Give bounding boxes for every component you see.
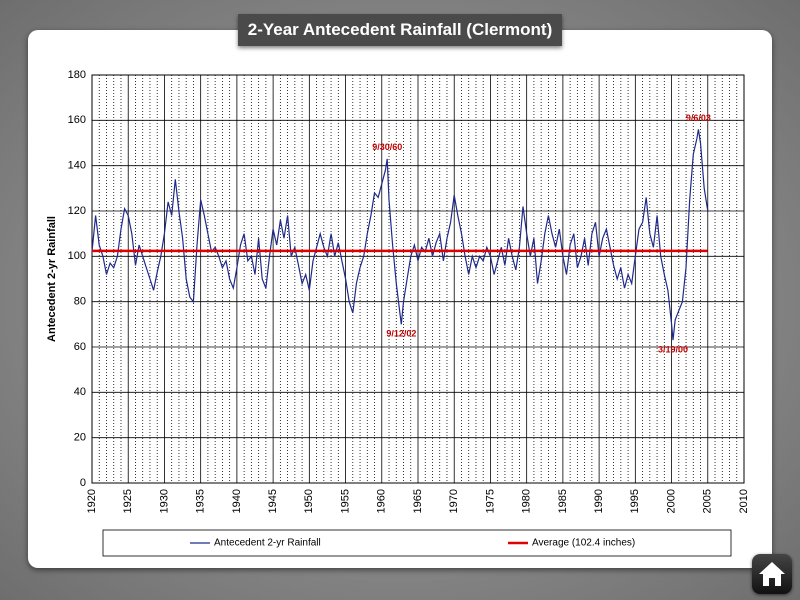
- y-tick-label: 100: [68, 250, 86, 262]
- x-tick-label: 1940: [231, 489, 243, 513]
- y-tick-label: 0: [80, 477, 86, 489]
- plot-frame: [91, 74, 745, 484]
- x-tick-label: 2000: [665, 489, 677, 513]
- y-tick-label: 80: [74, 296, 86, 308]
- x-tick-label: 1965: [412, 489, 424, 513]
- x-tick-label: 2005: [702, 489, 714, 513]
- home-icon[interactable]: [752, 554, 792, 594]
- series-line: [91, 129, 709, 341]
- x-tick-label: 1935: [195, 489, 207, 513]
- x-tick-label: 1955: [339, 489, 351, 513]
- x-tick-label: 1945: [267, 489, 279, 513]
- x-tick-label: 1920: [86, 489, 98, 513]
- x-tick-label: 2010: [738, 489, 750, 513]
- y-tick-label: 180: [68, 69, 86, 81]
- x-tick-label: 1980: [521, 489, 533, 513]
- x-tick-label: 1990: [593, 489, 605, 513]
- y-tick-label: 40: [74, 386, 86, 398]
- y-tick-label: 120: [68, 205, 86, 217]
- x-tick-label: 1960: [376, 489, 388, 513]
- x-tick-label: 1995: [629, 489, 641, 513]
- y-tick-label: 20: [74, 432, 86, 444]
- annotation: 3/19/00: [658, 345, 688, 355]
- y-tick-label: 60: [74, 341, 86, 353]
- x-tick-label: 1930: [158, 489, 170, 513]
- legend-label: Antecedent 2-yr Rainfall: [214, 538, 321, 549]
- y-axis-label: Antecedent 2-yr Rainfall: [46, 216, 58, 342]
- legend-label: Average (102.4 inches): [532, 538, 635, 549]
- x-tick-label: 1985: [557, 489, 569, 513]
- x-tick-label: 1925: [122, 489, 134, 513]
- y-tick-label: 160: [68, 114, 86, 126]
- x-tick-label: 1950: [303, 489, 315, 513]
- annotation: 9/12/02: [386, 329, 416, 339]
- annotation: 9/6/03: [686, 113, 711, 123]
- slide-title: 2-Year Antecedent Rainfall (Clermont): [238, 14, 562, 46]
- content-panel: [28, 30, 772, 568]
- annotation: 9/30/60: [372, 142, 402, 152]
- house[interactable]: [759, 562, 785, 586]
- home-button[interactable]: [752, 554, 792, 594]
- x-tick-label: 1970: [448, 489, 460, 513]
- x-tick-label: 1975: [484, 489, 496, 513]
- y-tick-label: 140: [68, 160, 86, 172]
